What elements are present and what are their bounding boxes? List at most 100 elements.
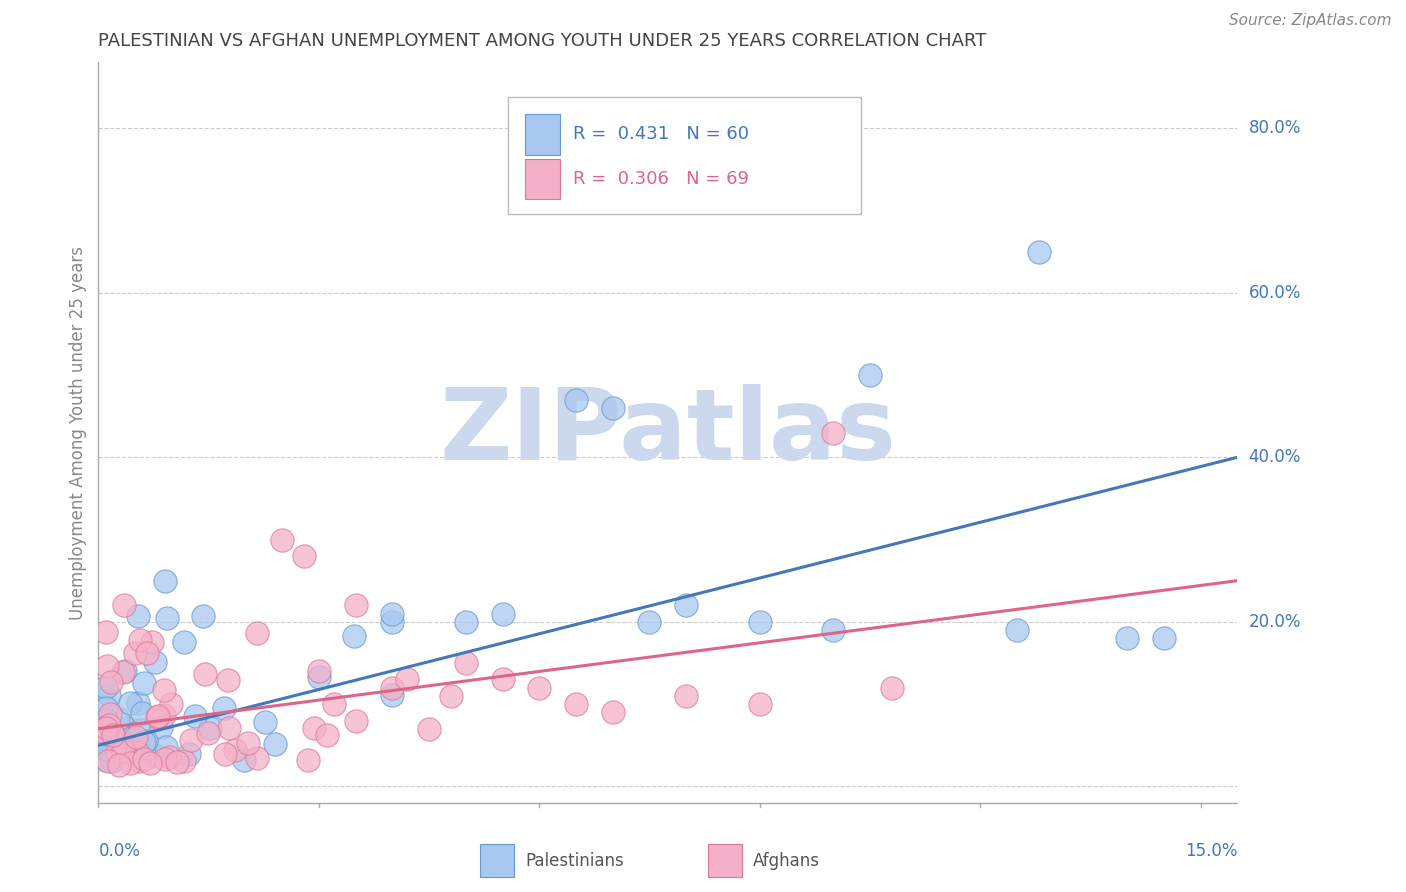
Point bbox=[152, 683, 174, 698]
Point bbox=[100, 675, 122, 690]
Point bbox=[101, 728, 124, 742]
Point bbox=[316, 728, 339, 742]
Point bbox=[157, 750, 180, 764]
Text: 80.0%: 80.0% bbox=[1249, 120, 1301, 137]
Point bbox=[491, 673, 513, 687]
Point bbox=[127, 745, 149, 759]
Point bbox=[302, 721, 325, 735]
Point bbox=[94, 753, 117, 767]
Point bbox=[111, 665, 134, 679]
Text: 15.0%: 15.0% bbox=[1185, 842, 1237, 860]
Point bbox=[491, 607, 513, 621]
Point bbox=[141, 635, 163, 649]
Text: 40.0%: 40.0% bbox=[1249, 449, 1301, 467]
Point bbox=[101, 754, 124, 768]
Point bbox=[103, 748, 125, 763]
Point bbox=[120, 731, 142, 746]
Point bbox=[127, 608, 149, 623]
Point bbox=[153, 707, 176, 722]
Point bbox=[859, 368, 882, 382]
Point bbox=[198, 721, 221, 735]
Point bbox=[94, 721, 117, 735]
FancyBboxPatch shape bbox=[526, 114, 560, 155]
Point bbox=[246, 751, 269, 765]
Point bbox=[94, 719, 117, 733]
Point bbox=[246, 626, 269, 640]
Point bbox=[104, 747, 127, 761]
Point bbox=[115, 721, 138, 735]
Point bbox=[197, 726, 219, 740]
Point bbox=[118, 756, 141, 770]
FancyBboxPatch shape bbox=[707, 844, 742, 877]
Point bbox=[94, 700, 117, 714]
Point bbox=[101, 725, 124, 739]
Point bbox=[271, 533, 294, 547]
Point bbox=[98, 706, 121, 721]
Point bbox=[1116, 632, 1139, 646]
Point bbox=[675, 599, 697, 613]
Text: PALESTINIAN VS AFGHAN UNEMPLOYMENT AMONG YOUTH UNDER 25 YEARS CORRELATION CHART: PALESTINIAN VS AFGHAN UNEMPLOYMENT AMONG… bbox=[98, 32, 987, 50]
Point bbox=[253, 714, 276, 729]
Point bbox=[880, 681, 903, 695]
Point bbox=[94, 625, 117, 640]
Point bbox=[114, 665, 136, 679]
Point bbox=[114, 744, 136, 758]
Point bbox=[94, 680, 117, 694]
Point bbox=[179, 747, 201, 761]
Point bbox=[454, 656, 477, 670]
Point bbox=[381, 607, 404, 621]
Point bbox=[127, 696, 149, 710]
FancyBboxPatch shape bbox=[479, 844, 515, 877]
Point bbox=[128, 723, 150, 737]
Point bbox=[135, 734, 157, 748]
Point bbox=[155, 610, 177, 624]
Point bbox=[132, 734, 155, 748]
Point bbox=[1028, 244, 1050, 259]
Point bbox=[308, 664, 330, 678]
Point bbox=[107, 712, 129, 726]
Point bbox=[134, 676, 156, 690]
Point bbox=[145, 710, 167, 724]
Point bbox=[173, 755, 195, 769]
Text: ZIPatlas: ZIPatlas bbox=[440, 384, 896, 481]
Point bbox=[1153, 632, 1175, 646]
Point bbox=[128, 754, 150, 768]
Point bbox=[184, 709, 207, 723]
Point bbox=[602, 401, 624, 415]
Point bbox=[105, 745, 128, 759]
Point bbox=[297, 753, 319, 767]
Point bbox=[97, 754, 120, 768]
Point bbox=[108, 728, 131, 742]
Point bbox=[1005, 623, 1028, 637]
Point bbox=[638, 615, 661, 629]
Point bbox=[748, 615, 770, 629]
Point bbox=[194, 666, 217, 681]
Point bbox=[565, 392, 588, 407]
Point bbox=[823, 425, 845, 440]
Point bbox=[529, 681, 551, 695]
Point bbox=[112, 744, 135, 758]
Point bbox=[124, 646, 146, 660]
Point bbox=[193, 609, 215, 624]
Point bbox=[217, 673, 239, 687]
Point bbox=[94, 726, 117, 740]
Point bbox=[238, 736, 260, 750]
Text: Palestinians: Palestinians bbox=[526, 852, 624, 870]
Point bbox=[675, 689, 697, 703]
Point bbox=[134, 751, 156, 765]
Point bbox=[166, 755, 188, 769]
Point bbox=[322, 697, 344, 711]
Text: 60.0%: 60.0% bbox=[1249, 284, 1301, 301]
Point bbox=[148, 709, 170, 723]
Point bbox=[153, 751, 176, 765]
Point bbox=[224, 743, 246, 757]
Text: 0.0%: 0.0% bbox=[98, 842, 141, 860]
Point bbox=[139, 756, 162, 771]
Point bbox=[602, 706, 624, 720]
Text: 20.0%: 20.0% bbox=[1249, 613, 1301, 631]
Point bbox=[308, 670, 330, 684]
Point bbox=[120, 742, 142, 756]
Point bbox=[135, 646, 157, 660]
Point bbox=[131, 706, 153, 721]
Point bbox=[94, 727, 117, 741]
